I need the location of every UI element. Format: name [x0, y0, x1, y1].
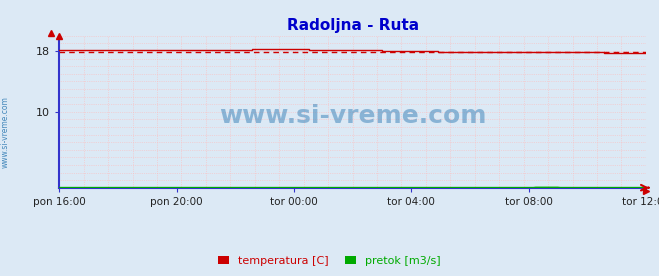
Text: www.si-vreme.com: www.si-vreme.com: [1, 97, 10, 168]
Text: www.si-vreme.com: www.si-vreme.com: [219, 104, 486, 128]
Title: Radoljna - Ruta: Radoljna - Ruta: [287, 18, 418, 33]
Legend: temperatura [C], pretok [m3/s]: temperatura [C], pretok [m3/s]: [214, 251, 445, 270]
